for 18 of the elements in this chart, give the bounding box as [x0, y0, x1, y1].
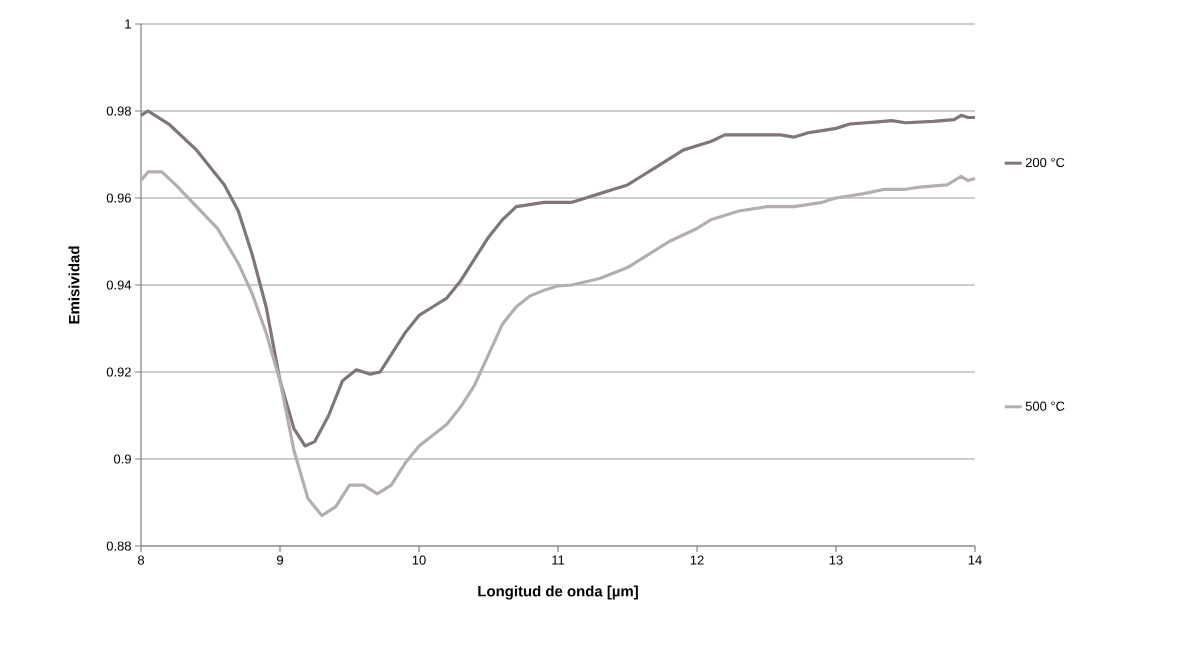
x-tick-label: 10 — [412, 555, 426, 565]
y-tick-label: 0.94 — [106, 280, 132, 290]
x-tick-label: 8 — [137, 555, 145, 565]
y-tick-label: 0.88 — [106, 541, 131, 551]
x-tick-label: 11 — [552, 555, 565, 565]
y-tick-label: 0.96 — [106, 193, 131, 203]
y-axis-title: Emisividad — [68, 246, 80, 324]
x-tick-label: 13 — [829, 555, 843, 565]
y-tick-label: 0.98 — [106, 106, 131, 116]
x-tick-label: 12 — [690, 555, 704, 565]
x-tick-label: 14 — [968, 555, 982, 565]
x-axis-title: Longitud de onda [µm] — [478, 585, 638, 600]
legend-label: 500 °C — [1025, 401, 1065, 411]
y-tick-label: 1 — [125, 19, 131, 29]
y-tick-label: 0.9 — [113, 454, 131, 464]
y-tick-label: 0.92 — [106, 367, 131, 377]
x-tick-label: 9 — [277, 555, 283, 565]
legend-label: 200 °C — [1025, 157, 1065, 168]
